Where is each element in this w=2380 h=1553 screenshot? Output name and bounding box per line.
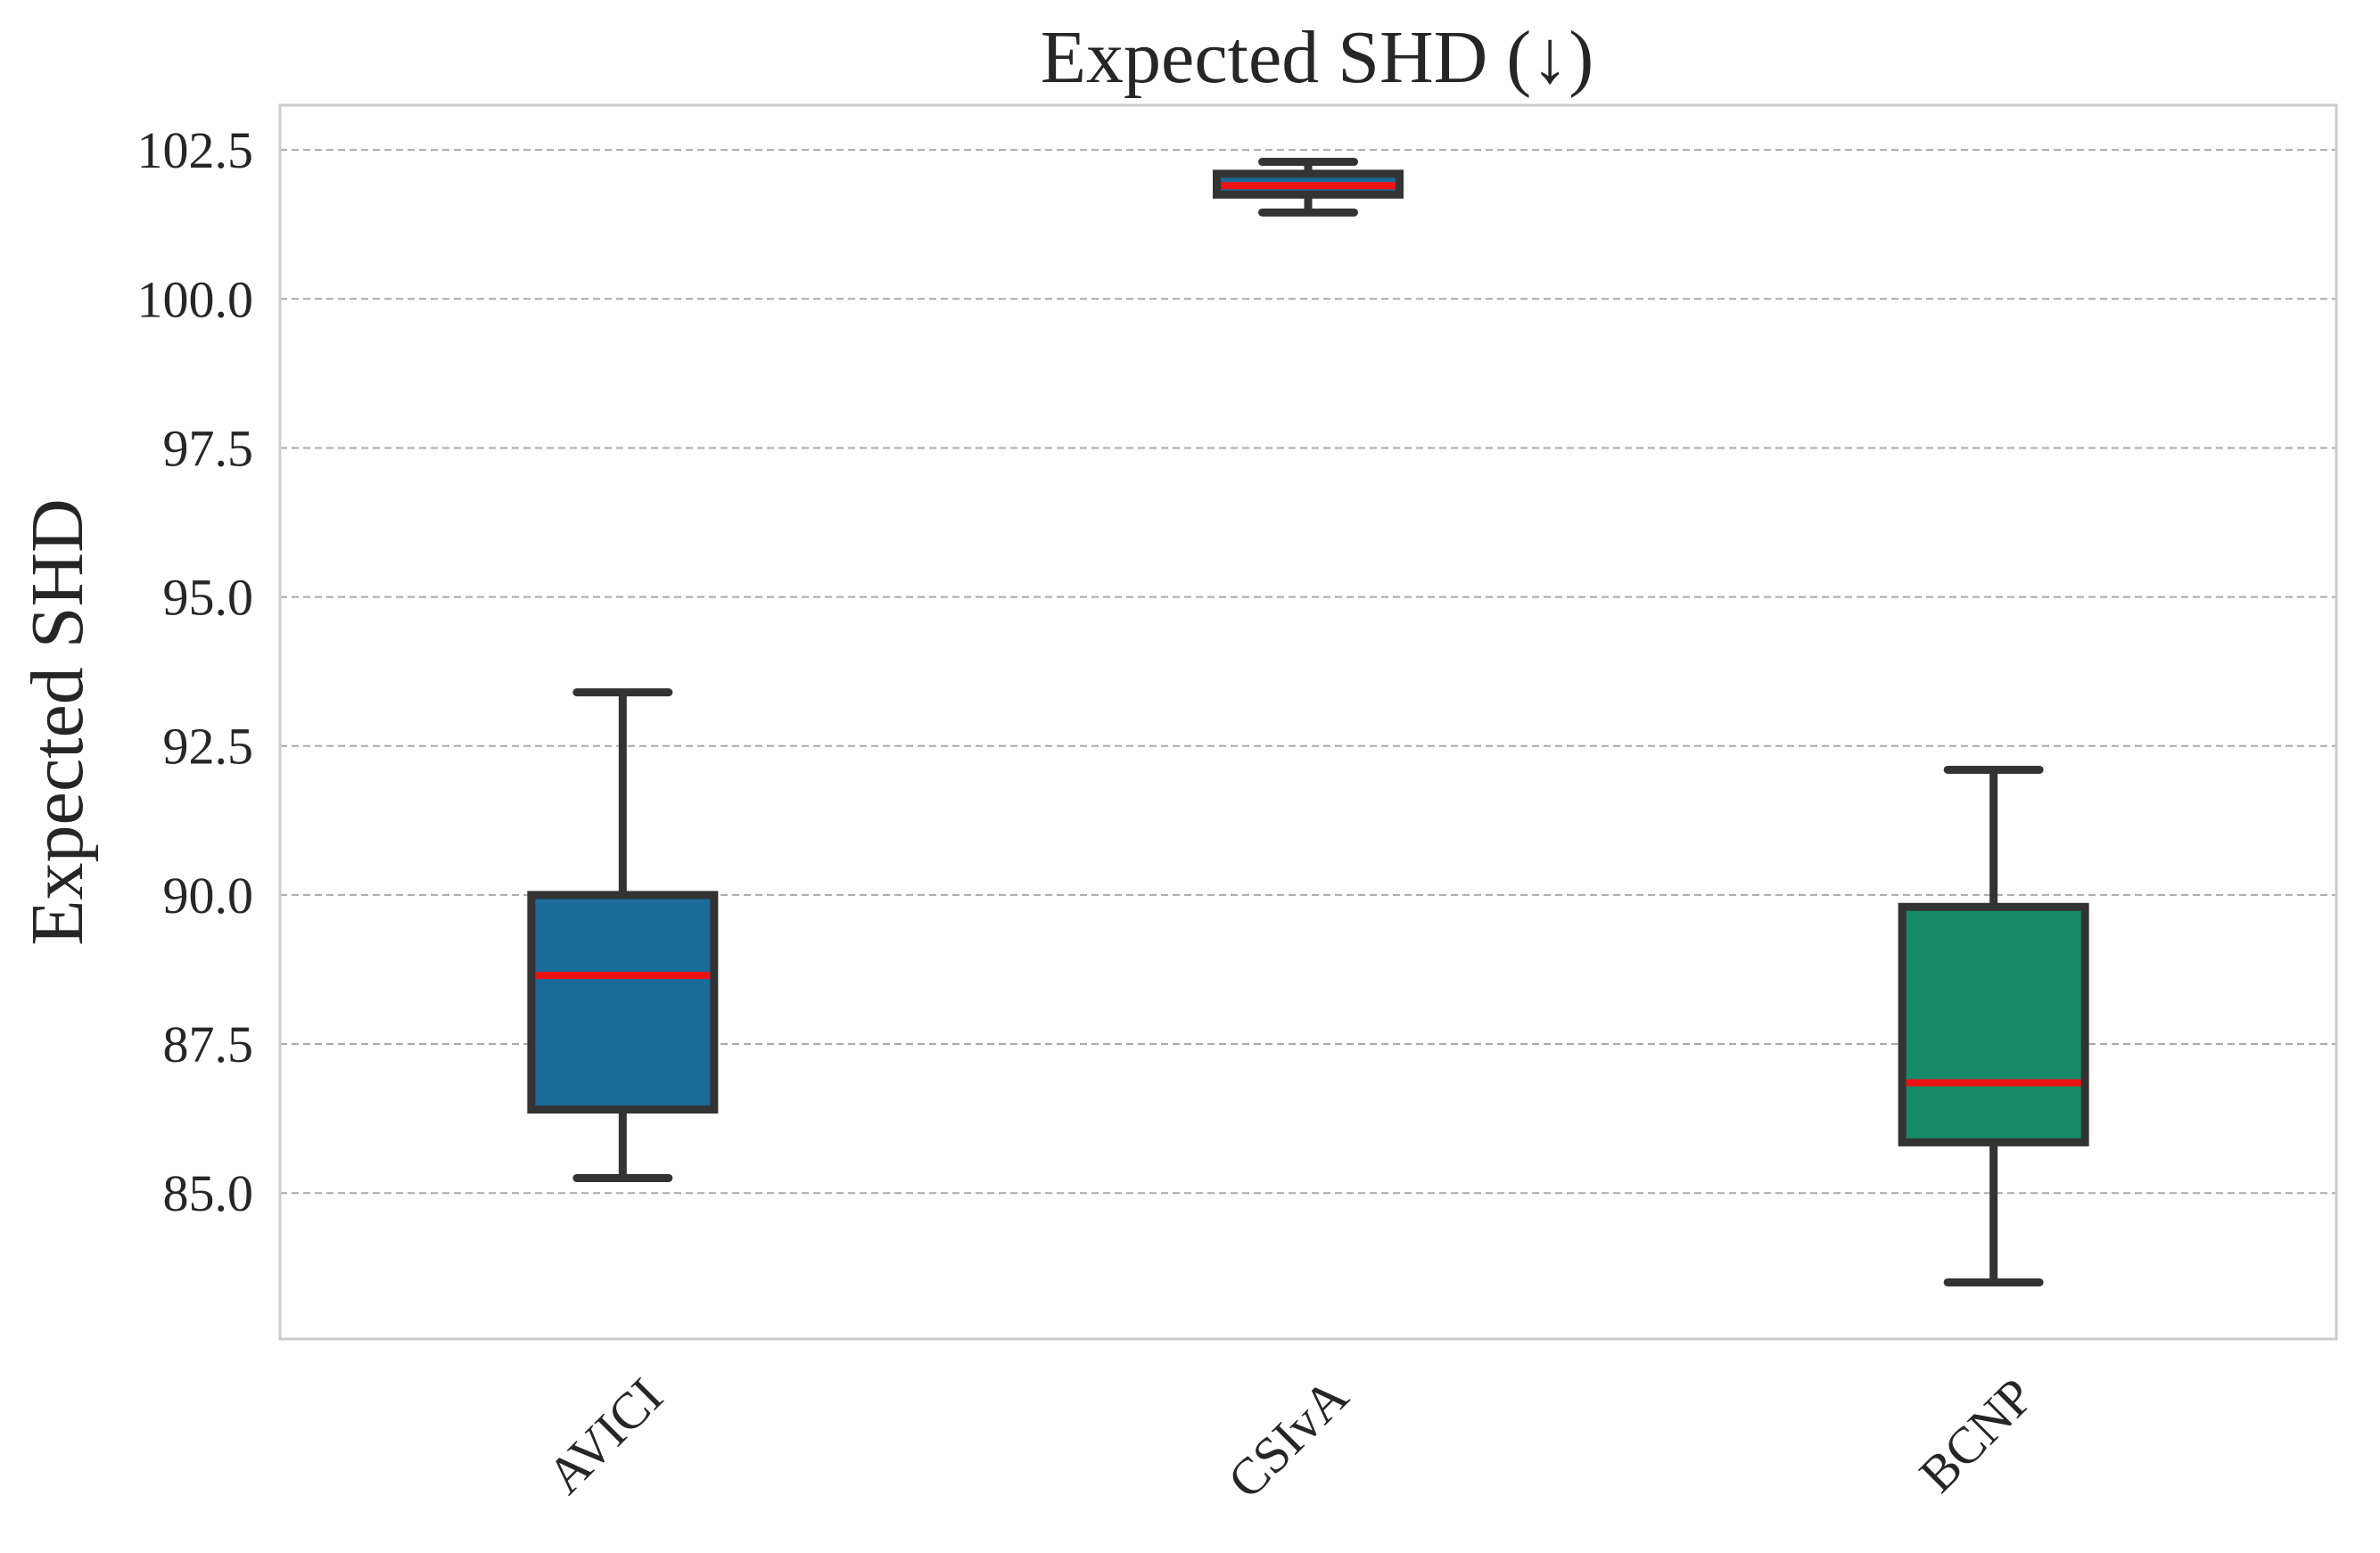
y-tick-label: 85.0 xyxy=(163,1164,254,1222)
box-group-avici xyxy=(527,688,719,1182)
y-tick-labels: 85.0 87.5 90.0 92.5 95.0 97.5 100.0 102.5 xyxy=(137,121,254,1222)
iqr-box xyxy=(1898,902,2089,1146)
box-group-csiva xyxy=(1213,158,1404,217)
x-tick-labels: AVICI CSIvA BCNP xyxy=(536,1367,2045,1509)
y-axis-label: Expected SHD xyxy=(16,498,99,946)
x-tick-label: CSIvA xyxy=(1216,1367,1359,1509)
y-tick-label: 97.5 xyxy=(163,419,254,477)
box-group-bcnp xyxy=(1898,765,2089,1286)
y-tick-label: 102.5 xyxy=(137,121,254,179)
x-tick-label: BCNP xyxy=(1908,1367,2045,1503)
y-tick-label: 95.0 xyxy=(163,569,254,627)
x-tick-label: AVICI xyxy=(536,1367,674,1505)
y-tick-label: 87.5 xyxy=(163,1015,254,1073)
iqr-box xyxy=(527,891,719,1114)
y-tick-label: 90.0 xyxy=(163,867,254,924)
chart-title: Expected SHD (↓) xyxy=(1041,16,1594,99)
y-tick-label: 100.0 xyxy=(137,270,254,328)
plot-frame xyxy=(278,103,2338,1341)
y-tick-label: 92.5 xyxy=(163,718,254,776)
boxes xyxy=(527,158,2089,1286)
